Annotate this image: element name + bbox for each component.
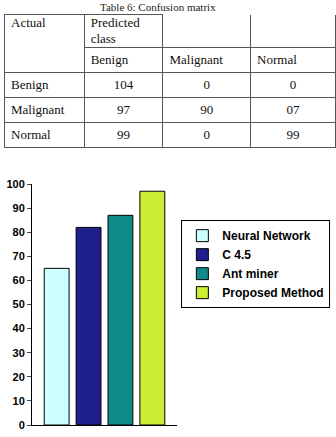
html-text:99: 99: [286, 127, 300, 142]
svg-text:100: 100: [6, 178, 24, 190]
html-text:Malignant: Malignant: [169, 52, 223, 67]
html-text:97: 97: [117, 102, 130, 117]
html-text:104: 104: [113, 77, 134, 92]
svg-text:Neural Network: Neural Network: [222, 229, 310, 243]
html-text:99: 99: [117, 127, 130, 142]
html-text:07: 07: [286, 102, 300, 117]
html-text:Normal: Normal: [257, 52, 297, 67]
svg-text:Proposed Method: Proposed Method: [222, 286, 323, 300]
html-text:Actual: Actual: [11, 15, 46, 30]
html-text:90: 90: [200, 102, 214, 117]
html-text:Malignant: Malignant: [11, 102, 65, 117]
html-text:Normal: Normal: [11, 127, 51, 142]
svg-text:90: 90: [13, 202, 25, 214]
html-text:Predicted class: Predicted class: [90, 15, 140, 46]
html-text:Benign: Benign: [11, 77, 49, 92]
svg-text:70: 70: [13, 250, 25, 262]
html-text:0: 0: [203, 77, 210, 92]
svg-text:50: 50: [13, 298, 25, 310]
html-text:Benign: Benign: [90, 52, 129, 67]
html-text:0: 0: [203, 127, 210, 142]
svg-text:C 4.5: C 4.5: [222, 248, 251, 262]
svg-text:0: 0: [19, 419, 25, 431]
svg-text:Ant miner: Ant miner: [222, 267, 278, 281]
svg-text:80: 80: [13, 226, 25, 238]
html-text:Table 6: Confusion matrix: Table 6: Confusion matrix: [100, 1, 216, 13]
svg-text:40: 40: [13, 322, 25, 334]
svg-text:60: 60: [13, 274, 25, 286]
svg-text:30: 30: [13, 347, 25, 359]
svg-text:20: 20: [13, 371, 25, 383]
html-text:0: 0: [289, 77, 297, 92]
svg-text:10: 10: [13, 395, 25, 407]
